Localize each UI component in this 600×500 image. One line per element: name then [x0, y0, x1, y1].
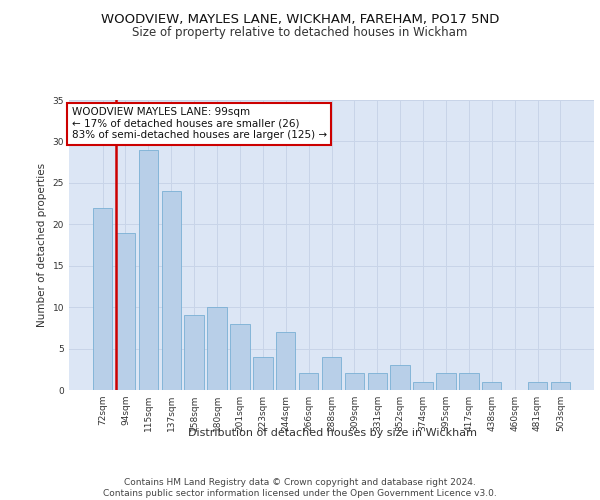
Text: Size of property relative to detached houses in Wickham: Size of property relative to detached ho… — [133, 26, 467, 39]
Bar — [528, 382, 547, 390]
Bar — [299, 374, 319, 390]
Bar — [230, 324, 250, 390]
Bar — [391, 365, 410, 390]
Text: WOODVIEW, MAYLES LANE, WICKHAM, FAREHAM, PO17 5ND: WOODVIEW, MAYLES LANE, WICKHAM, FAREHAM,… — [101, 12, 499, 26]
Bar — [368, 374, 387, 390]
Bar — [93, 208, 112, 390]
Bar — [161, 191, 181, 390]
Text: Contains HM Land Registry data © Crown copyright and database right 2024.
Contai: Contains HM Land Registry data © Crown c… — [103, 478, 497, 498]
Text: WOODVIEW MAYLES LANE: 99sqm
← 17% of detached houses are smaller (26)
83% of sem: WOODVIEW MAYLES LANE: 99sqm ← 17% of det… — [71, 108, 327, 140]
Bar — [253, 357, 272, 390]
Bar — [116, 232, 135, 390]
Bar — [436, 374, 455, 390]
Bar — [276, 332, 295, 390]
Bar — [413, 382, 433, 390]
Bar — [344, 374, 364, 390]
Bar — [551, 382, 570, 390]
Bar — [322, 357, 341, 390]
Bar — [459, 374, 479, 390]
Y-axis label: Number of detached properties: Number of detached properties — [37, 163, 47, 327]
Bar — [139, 150, 158, 390]
Bar — [184, 316, 204, 390]
Bar — [482, 382, 502, 390]
Text: Distribution of detached houses by size in Wickham: Distribution of detached houses by size … — [188, 428, 476, 438]
Bar — [208, 307, 227, 390]
